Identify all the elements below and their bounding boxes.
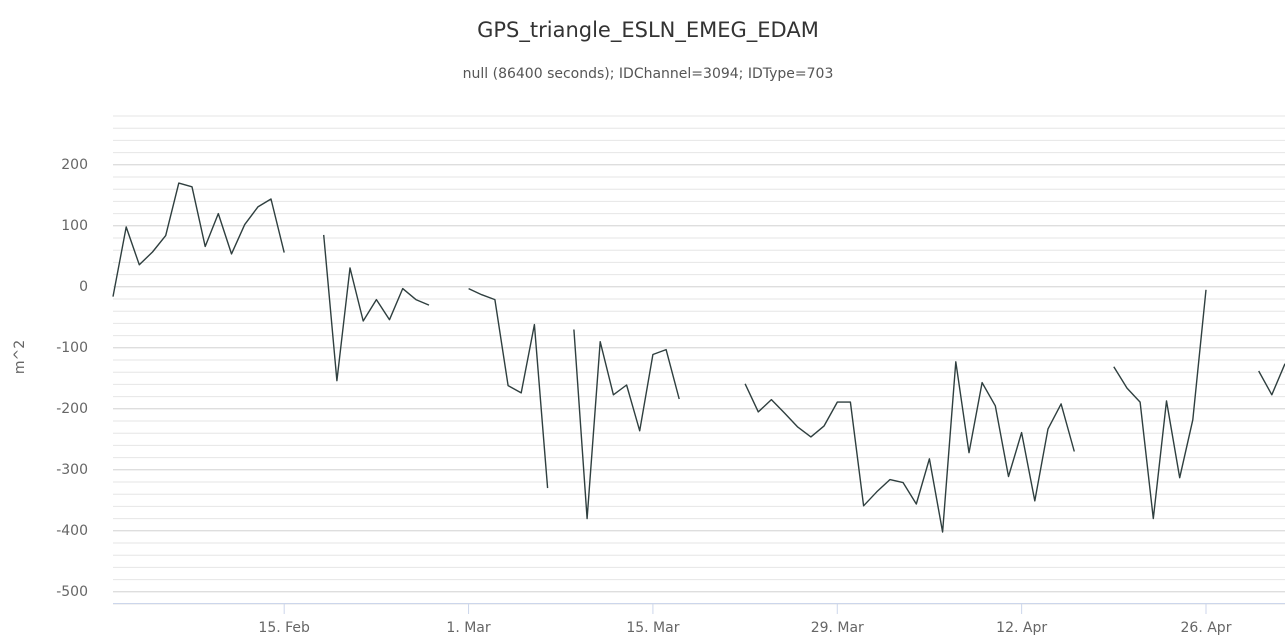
y-axis-label: m^2 — [12, 340, 28, 374]
y-tick-label: -100 — [56, 340, 88, 356]
x-tick-label: 26. Apr — [1181, 620, 1232, 636]
y-tick-label: 100 — [61, 218, 88, 234]
x-tick-label: 15. Mar — [626, 620, 679, 636]
x-tick-label: 15. Feb — [258, 620, 310, 636]
data-line — [112, 182, 1285, 533]
chart-subtitle: null (86400 seconds); IDChannel=3094; ID… — [463, 66, 834, 82]
x-tick-label: 29. Mar — [811, 620, 864, 636]
y-tick-label: -400 — [56, 523, 88, 539]
y-tick-label: -500 — [56, 584, 88, 600]
x-tick-label: 12. Apr — [996, 620, 1047, 636]
y-tick-label: -300 — [56, 462, 88, 478]
y-tick-label: 0 — [79, 279, 88, 295]
chart-title: GPS_triangle_ESLN_EMEG_EDAM — [477, 18, 819, 43]
x-tick-label: 1. Mar — [446, 620, 490, 636]
y-tick-label: 200 — [61, 157, 88, 173]
y-tick-label: -200 — [56, 401, 88, 417]
